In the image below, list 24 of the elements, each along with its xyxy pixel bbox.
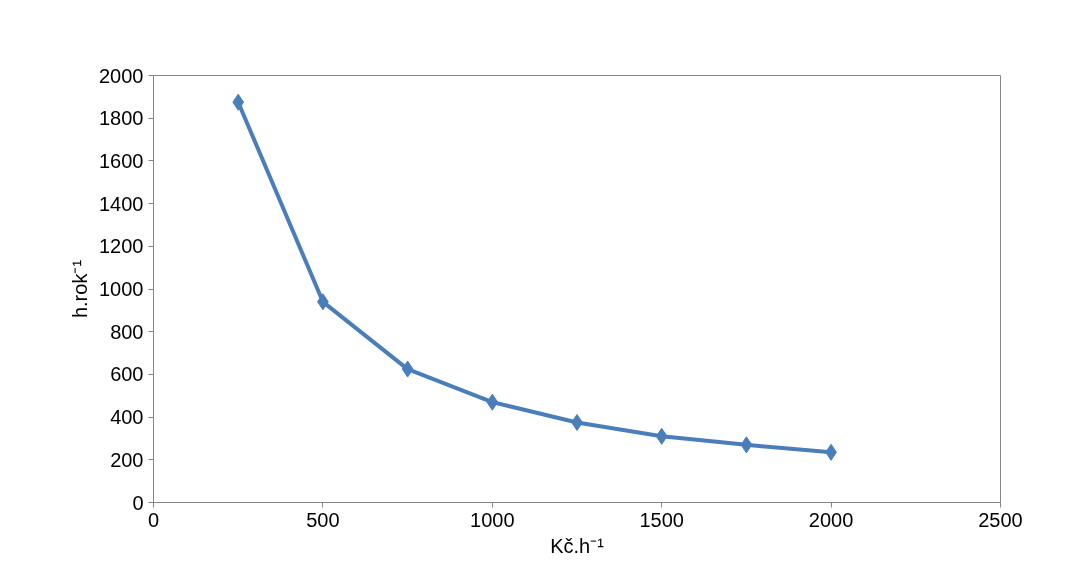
point (232, 93, 245, 111)
y-tick-label: 1200 (99, 235, 144, 258)
x-axis-title: Kč.h⁻¹ (550, 534, 605, 557)
x-tick-label: 500 (306, 508, 340, 531)
point (740, 436, 753, 454)
y-tick-label: 400 (110, 406, 144, 429)
x-tick-label: 0 (147, 508, 160, 531)
y-tick-label: 0 (132, 491, 144, 514)
x-tick-label: 2500 (978, 508, 1023, 531)
point (486, 393, 499, 411)
point (655, 427, 668, 445)
x-tick-label: 2000 (808, 508, 854, 531)
y-tick-label: 600 (110, 363, 144, 386)
y-tick-label: 200 (110, 448, 144, 471)
point (401, 360, 414, 378)
x-tick-label: 1500 (639, 508, 684, 531)
y-tick-label: 1400 (99, 192, 144, 215)
y-tick-label: 2000 (99, 64, 144, 87)
y-tick-label: 1600 (99, 149, 144, 172)
y-tick-label: 1800 (99, 107, 144, 130)
x-tick-label: 1000 (470, 508, 515, 531)
y-tick-label: 1000 (99, 278, 144, 300)
y-axis-title: h.rok⁻¹ (69, 259, 92, 319)
y-tick-label: 800 (110, 320, 144, 343)
